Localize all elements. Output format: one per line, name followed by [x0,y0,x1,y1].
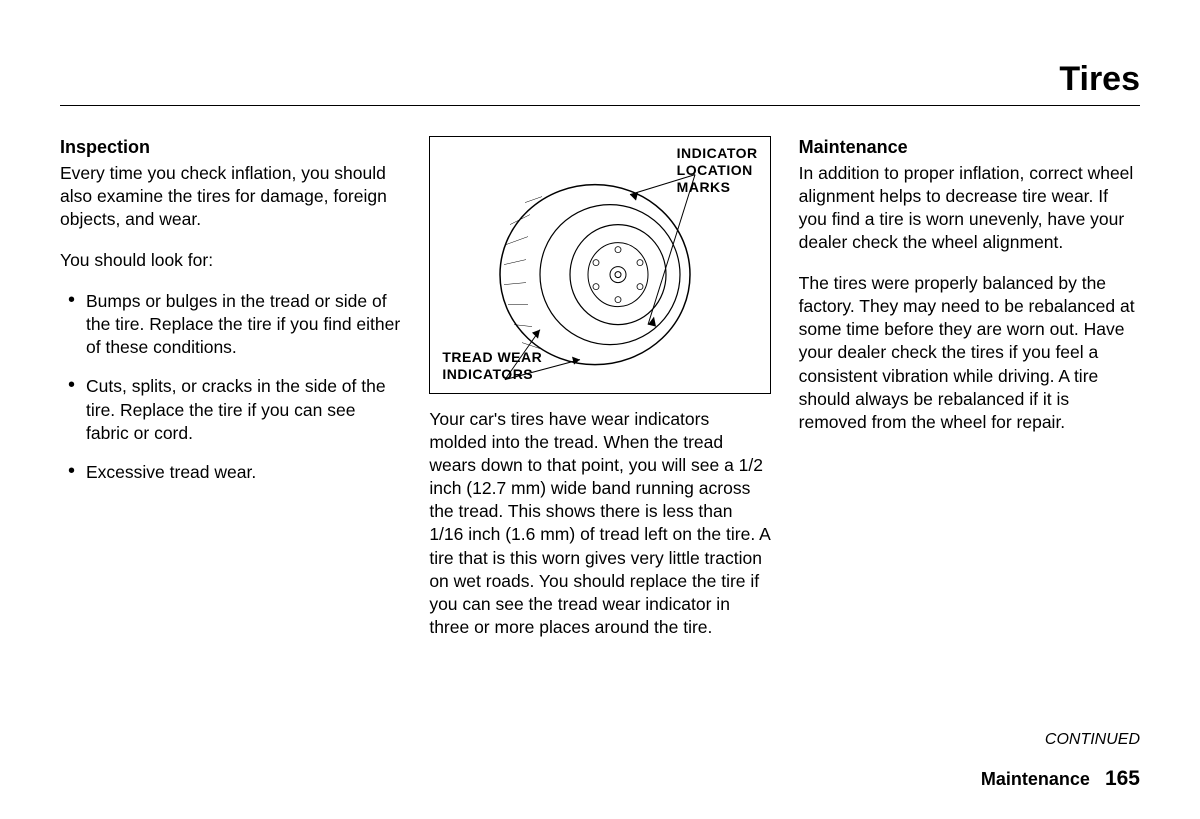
page-title: Tires [1059,60,1140,98]
list-item: Excessive tread wear. [60,461,401,484]
list-item: Cuts, splits, or cracks in the side of t… [60,375,401,444]
list-item: Bumps or bulges in the tread or side of … [60,290,401,359]
inspection-lookfor-lead: You should look for: [60,249,401,272]
column-figure: INDICATOR LOCATION MARKS [429,136,770,657]
footer-page-number: 165 [1105,767,1140,790]
column-maintenance: Maintenance In addition to proper inflat… [799,136,1140,657]
continued-label: CONTINUED [1045,731,1140,749]
header-rule: Tires [60,60,1140,106]
inspection-bullet-list: Bumps or bulges in the tread or side of … [60,290,401,484]
fig-label-line: TREAD WEAR [442,349,542,365]
tire-figure: INDICATOR LOCATION MARKS [429,136,770,394]
inspection-heading: Inspection [60,136,401,160]
column-inspection: Inspection Every time you check inflatio… [60,136,401,657]
maintenance-heading: Maintenance [799,136,1140,160]
wear-indicator-paragraph: Your car's tires have wear indicators mo… [429,408,770,639]
maintenance-para-2: The tires were properly balanced by the … [799,272,1140,434]
page-footer: Maintenance 165 [981,767,1140,791]
footer-section: Maintenance [981,769,1090,789]
inspection-intro: Every time you check inflation, you shou… [60,162,401,231]
content-columns: Inspection Every time you check inflatio… [60,136,1140,657]
figure-label-tread-wear: TREAD WEAR INDICATORS [442,349,542,383]
fig-label-line: INDICATORS [442,366,533,382]
maintenance-para-1: In addition to proper inflation, correct… [799,162,1140,254]
